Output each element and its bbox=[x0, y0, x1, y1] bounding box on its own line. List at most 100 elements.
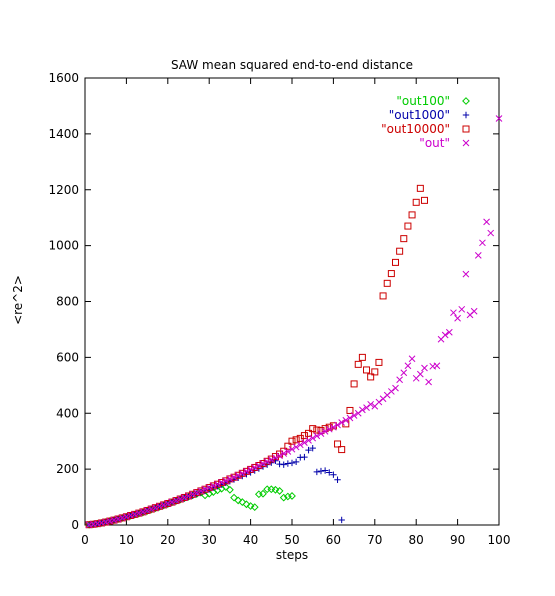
x-tick-label: 60 bbox=[326, 533, 341, 547]
data-point bbox=[354, 360, 362, 368]
data-point bbox=[350, 412, 358, 419]
data-point bbox=[272, 454, 279, 462]
data-point bbox=[131, 511, 139, 518]
data-point bbox=[309, 444, 316, 452]
data-point bbox=[176, 495, 184, 503]
legend-label: "out10000" bbox=[381, 122, 450, 136]
data-point bbox=[268, 459, 275, 466]
data-point bbox=[114, 515, 122, 523]
data-point bbox=[250, 503, 259, 512]
y-tick-label: 800 bbox=[56, 295, 79, 309]
data-point bbox=[193, 489, 201, 496]
data-point bbox=[247, 466, 254, 473]
data-point bbox=[420, 196, 428, 204]
data-point bbox=[416, 370, 424, 378]
legend: "out100""out1000""out10000""out" bbox=[381, 94, 470, 150]
data-point bbox=[139, 508, 147, 516]
y-axis-label: <re^2> bbox=[11, 275, 25, 325]
x-tick-label: 20 bbox=[160, 533, 175, 547]
legend-marker bbox=[462, 97, 470, 105]
legend-marker bbox=[462, 125, 470, 133]
data-point bbox=[135, 509, 143, 517]
data-point bbox=[326, 469, 333, 476]
y-tick-label: 1600 bbox=[48, 71, 79, 85]
y-tick-label: 1000 bbox=[48, 239, 79, 253]
data-point bbox=[118, 514, 126, 522]
data-point bbox=[363, 404, 370, 412]
data-point bbox=[259, 460, 267, 467]
y-tick-label: 1200 bbox=[48, 183, 79, 197]
data-point bbox=[164, 500, 172, 507]
data-point bbox=[309, 425, 317, 433]
x-tick-label: 30 bbox=[202, 533, 217, 547]
data-point bbox=[325, 425, 333, 433]
data-point bbox=[400, 235, 408, 243]
data-point bbox=[313, 426, 321, 434]
data-point bbox=[396, 376, 403, 384]
data-point bbox=[383, 279, 391, 287]
data-point bbox=[246, 502, 255, 510]
data-point bbox=[301, 453, 308, 461]
data-point bbox=[106, 517, 114, 525]
data-point bbox=[259, 460, 267, 468]
data-point bbox=[238, 469, 246, 477]
data-point bbox=[275, 487, 284, 495]
data-point bbox=[181, 494, 188, 501]
data-point bbox=[433, 362, 441, 370]
data-point bbox=[421, 364, 428, 372]
data-point bbox=[375, 358, 383, 366]
x-tick-label: 40 bbox=[243, 533, 258, 547]
data-point bbox=[396, 247, 404, 255]
legend-marker bbox=[462, 111, 470, 119]
data-point bbox=[279, 493, 288, 502]
data-point bbox=[458, 305, 466, 313]
data-point bbox=[242, 467, 250, 475]
legend-label: "out" bbox=[419, 136, 450, 150]
x-tick-label: 80 bbox=[409, 533, 424, 547]
y-tick-label: 400 bbox=[56, 406, 79, 420]
data-point bbox=[147, 505, 155, 513]
data-point bbox=[346, 414, 354, 422]
data-point bbox=[263, 485, 272, 494]
data-point bbox=[375, 398, 383, 406]
data-point bbox=[379, 292, 387, 300]
y-tick-label: 200 bbox=[56, 462, 79, 476]
data-point bbox=[276, 452, 283, 460]
data-point bbox=[205, 484, 213, 491]
x-tick-label: 50 bbox=[284, 533, 299, 547]
data-point bbox=[371, 368, 379, 376]
data-point bbox=[412, 198, 420, 206]
data-point bbox=[272, 457, 279, 464]
x-axis-label: steps bbox=[276, 548, 308, 562]
x-tick-label: 100 bbox=[488, 533, 511, 547]
data-point bbox=[234, 496, 243, 505]
data-point bbox=[338, 419, 346, 426]
data-point bbox=[251, 464, 259, 471]
data-point bbox=[218, 479, 225, 486]
data-point bbox=[230, 473, 238, 481]
legend-label: "out100" bbox=[396, 94, 450, 108]
data-point bbox=[242, 500, 251, 509]
x-tick-label: 70 bbox=[367, 533, 382, 547]
data-point bbox=[313, 468, 321, 476]
data-point bbox=[408, 211, 416, 219]
data-point bbox=[238, 498, 247, 506]
data-point bbox=[305, 436, 312, 444]
data-point bbox=[189, 490, 196, 498]
data-point bbox=[234, 471, 242, 479]
data-point bbox=[404, 362, 412, 370]
data-point bbox=[321, 467, 329, 474]
data-point bbox=[321, 428, 329, 435]
x-tick-label: 0 bbox=[81, 533, 89, 547]
data-point bbox=[255, 462, 263, 469]
y-tick-label: 0 bbox=[71, 518, 79, 532]
data-point bbox=[288, 445, 296, 453]
data-point bbox=[284, 460, 292, 467]
data-point bbox=[226, 475, 234, 483]
data-point bbox=[338, 516, 345, 524]
data-point bbox=[359, 406, 366, 414]
data-point bbox=[284, 448, 292, 455]
data-point bbox=[288, 459, 296, 467]
data-point bbox=[127, 512, 134, 519]
data-point bbox=[363, 366, 371, 374]
